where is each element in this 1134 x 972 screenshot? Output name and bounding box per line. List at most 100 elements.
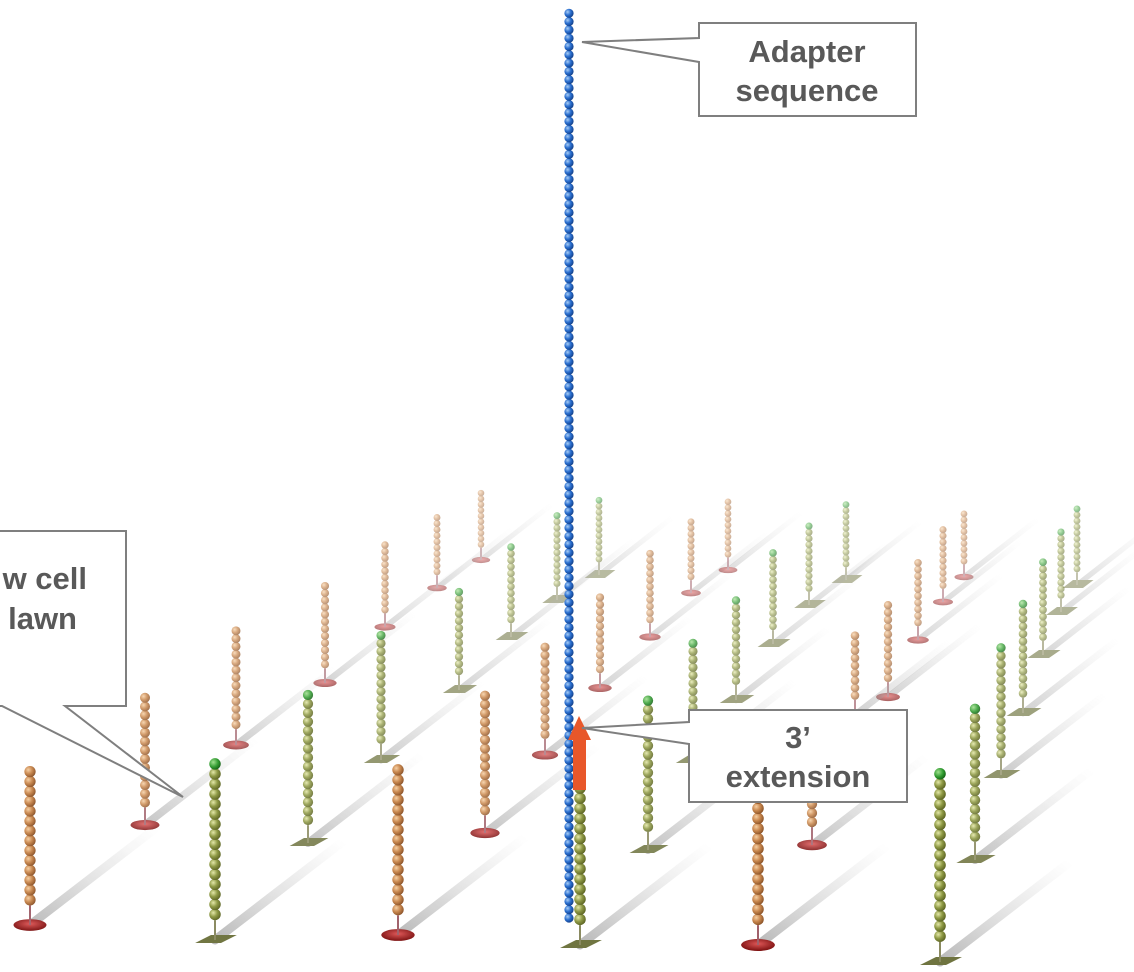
bead bbox=[883, 608, 893, 617]
bead bbox=[731, 632, 741, 642]
bead bbox=[687, 536, 695, 544]
bead bbox=[392, 853, 404, 866]
bead bbox=[564, 880, 574, 890]
bead bbox=[805, 559, 813, 567]
bead bbox=[477, 529, 485, 537]
bead bbox=[479, 725, 491, 736]
bead bbox=[381, 593, 389, 601]
bead bbox=[564, 124, 574, 135]
bead bbox=[646, 615, 654, 624]
bead bbox=[1039, 592, 1047, 601]
bead bbox=[805, 547, 813, 555]
callout-text: extension bbox=[726, 759, 871, 794]
bead bbox=[564, 614, 574, 624]
oligo bbox=[842, 631, 954, 720]
bead bbox=[564, 166, 574, 176]
bead bbox=[320, 645, 330, 655]
bead bbox=[392, 893, 404, 906]
shadow bbox=[732, 624, 832, 704]
bead bbox=[381, 567, 389, 575]
bead bbox=[564, 224, 574, 234]
bead bbox=[724, 539, 732, 546]
bead bbox=[731, 676, 741, 685]
bead bbox=[507, 543, 515, 551]
bead bbox=[842, 513, 850, 520]
bead bbox=[564, 905, 574, 915]
bead bbox=[688, 638, 698, 648]
bead bbox=[231, 673, 241, 683]
bead bbox=[646, 549, 654, 558]
bead bbox=[574, 812, 586, 825]
bead bbox=[477, 512, 485, 520]
bead bbox=[564, 847, 574, 857]
bead bbox=[646, 576, 654, 584]
bead bbox=[320, 624, 330, 633]
shadow bbox=[25, 823, 161, 930]
bead bbox=[969, 813, 981, 824]
bead bbox=[477, 535, 485, 543]
bead bbox=[574, 903, 586, 916]
oligo bbox=[956, 703, 1096, 865]
bead bbox=[507, 549, 515, 558]
bead bbox=[564, 564, 574, 575]
bead bbox=[540, 690, 550, 700]
shadow bbox=[688, 530, 771, 596]
bead bbox=[564, 664, 574, 674]
bead bbox=[574, 873, 586, 885]
shadow bbox=[940, 538, 1024, 605]
bead bbox=[564, 888, 574, 898]
bead bbox=[392, 814, 404, 826]
bead bbox=[507, 595, 515, 604]
bead bbox=[477, 518, 485, 525]
bead bbox=[1018, 614, 1028, 624]
bead bbox=[564, 257, 574, 267]
bead bbox=[646, 602, 654, 611]
bead bbox=[842, 560, 850, 568]
bead bbox=[564, 606, 574, 616]
bead bbox=[507, 576, 515, 584]
bead bbox=[1039, 565, 1047, 573]
bead bbox=[479, 769, 491, 781]
bead bbox=[1057, 578, 1065, 587]
bead bbox=[433, 514, 441, 521]
bead bbox=[688, 662, 698, 672]
bead bbox=[381, 586, 389, 595]
bead bbox=[540, 650, 550, 660]
bead bbox=[302, 707, 314, 718]
bead bbox=[392, 764, 404, 776]
bead bbox=[553, 542, 561, 550]
bead bbox=[687, 573, 695, 581]
bead bbox=[564, 440, 574, 450]
bead bbox=[996, 749, 1006, 759]
bead bbox=[140, 701, 150, 712]
bead bbox=[564, 108, 574, 118]
oligo bbox=[374, 541, 470, 631]
oligo bbox=[794, 522, 891, 608]
bead bbox=[24, 835, 36, 847]
bead bbox=[564, 50, 574, 60]
bead bbox=[1073, 511, 1081, 519]
shadow bbox=[770, 575, 861, 647]
bead bbox=[564, 332, 574, 342]
bead bbox=[960, 510, 968, 518]
bead bbox=[564, 589, 574, 599]
bead bbox=[564, 822, 574, 832]
bead bbox=[642, 740, 654, 751]
oligo bbox=[588, 593, 694, 693]
bead bbox=[914, 578, 922, 587]
bead bbox=[564, 340, 574, 350]
bead bbox=[752, 822, 764, 835]
bead bbox=[850, 668, 860, 678]
bead bbox=[564, 241, 574, 251]
bead bbox=[595, 508, 603, 516]
bead bbox=[934, 910, 946, 922]
bead bbox=[752, 842, 764, 855]
bead bbox=[850, 691, 860, 700]
bead bbox=[642, 704, 654, 715]
shadow bbox=[915, 571, 1005, 643]
bead bbox=[140, 797, 150, 808]
bead bbox=[381, 606, 389, 614]
bead bbox=[507, 569, 515, 578]
bead bbox=[805, 553, 813, 561]
bead bbox=[140, 788, 150, 799]
